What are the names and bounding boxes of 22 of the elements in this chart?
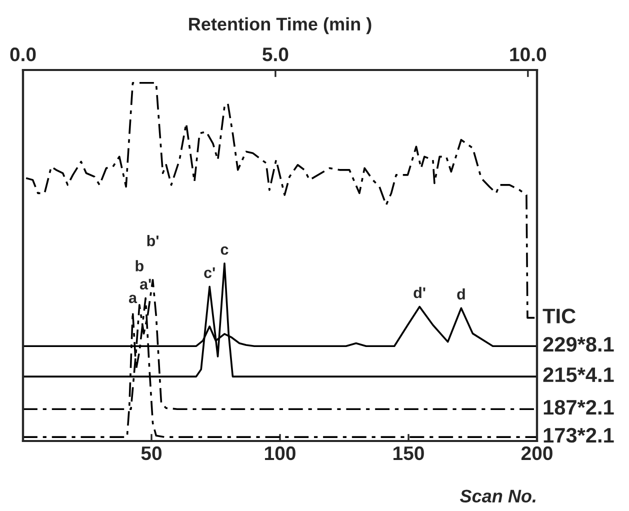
x2-axis-title: Retention Time (min ) [189,17,372,34]
annotation: a [128,294,138,304]
annotation: b [136,260,144,272]
x-tick-label: 200 [521,446,552,460]
series-label: 229*8.1 [543,336,614,352]
x2-tick-label: 10.0 [510,48,546,62]
x-axis-title: Scan No. [460,490,536,502]
series-label: 187*2.1 [544,400,614,415]
x2-tick-label: 0.0 [10,48,36,62]
series-label: 215*4.1 [543,367,614,382]
annotation: d' [414,286,426,298]
series-label: 173*2.1 [544,428,614,443]
annotation: b' [147,235,158,246]
annotation: d [457,288,465,300]
x-tick-label: 150 [394,446,424,460]
x-tick-label: 100 [265,446,296,460]
x2-tick-label: 5.0 [262,48,288,62]
annotation: c' [204,267,215,278]
annotation: a' [140,278,151,290]
x-tick-label: 50 [141,446,162,460]
annotation: c [220,246,228,255]
series-label: TIC [542,308,576,324]
